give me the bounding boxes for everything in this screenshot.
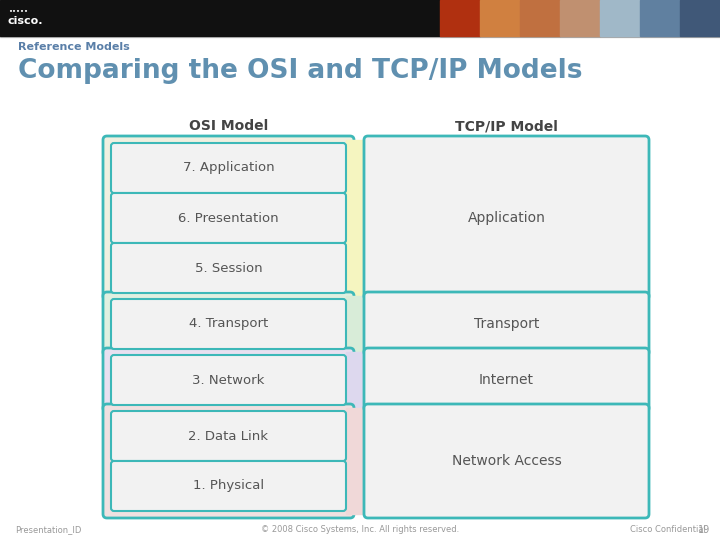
Text: 7. Application: 7. Application [183,161,274,174]
Text: Application: Application [467,211,546,225]
Text: Cisco Confidential: Cisco Confidential [630,525,706,535]
Bar [520,0,560,36]
Text: 3. Network: 3. Network [192,374,265,387]
Text: OSI Model: OSI Model [189,119,268,133]
Text: •••••: ••••• [8,8,28,13]
Bar [440,0,480,36]
Text: Comparing the OSI and TCP/IP Models: Comparing the OSI and TCP/IP Models [18,58,582,84]
Bar [346,408,372,514]
FancyBboxPatch shape [111,143,346,193]
Text: cisco.: cisco. [8,16,43,26]
FancyBboxPatch shape [364,404,649,518]
Text: Transport: Transport [474,317,539,331]
FancyBboxPatch shape [364,348,649,412]
Text: 5. Session: 5. Session [194,261,262,274]
FancyBboxPatch shape [111,411,346,461]
Bar [346,140,372,296]
Text: Reference Models: Reference Models [18,42,130,52]
FancyBboxPatch shape [111,299,346,349]
Bar [0,0,720,36]
FancyBboxPatch shape [103,136,354,300]
FancyBboxPatch shape [111,461,346,511]
FancyBboxPatch shape [364,292,649,356]
Bar [640,0,680,36]
Text: 6. Presentation: 6. Presentation [178,212,279,225]
Text: 2. Data Link: 2. Data Link [189,429,269,442]
Text: 4. Transport: 4. Transport [189,318,268,330]
Bar [560,0,600,36]
Bar [346,296,372,352]
Text: 19: 19 [698,525,710,535]
Text: Internet: Internet [479,373,534,387]
Text: 1. Physical: 1. Physical [193,480,264,492]
Bar [600,0,640,36]
FancyBboxPatch shape [103,404,354,518]
FancyBboxPatch shape [364,136,649,300]
Text: Network Access: Network Access [451,454,562,468]
Bar [480,0,520,36]
FancyBboxPatch shape [103,348,354,412]
FancyBboxPatch shape [103,292,354,356]
Bar [346,352,372,408]
Bar [680,0,720,36]
Text: Presentation_ID: Presentation_ID [15,525,81,535]
Text: TCP/IP Model: TCP/IP Model [455,119,558,133]
FancyBboxPatch shape [111,193,346,243]
FancyBboxPatch shape [111,243,346,293]
FancyBboxPatch shape [111,355,346,405]
Bar [0,36,720,37]
Text: © 2008 Cisco Systems, Inc. All rights reserved.: © 2008 Cisco Systems, Inc. All rights re… [261,525,459,535]
